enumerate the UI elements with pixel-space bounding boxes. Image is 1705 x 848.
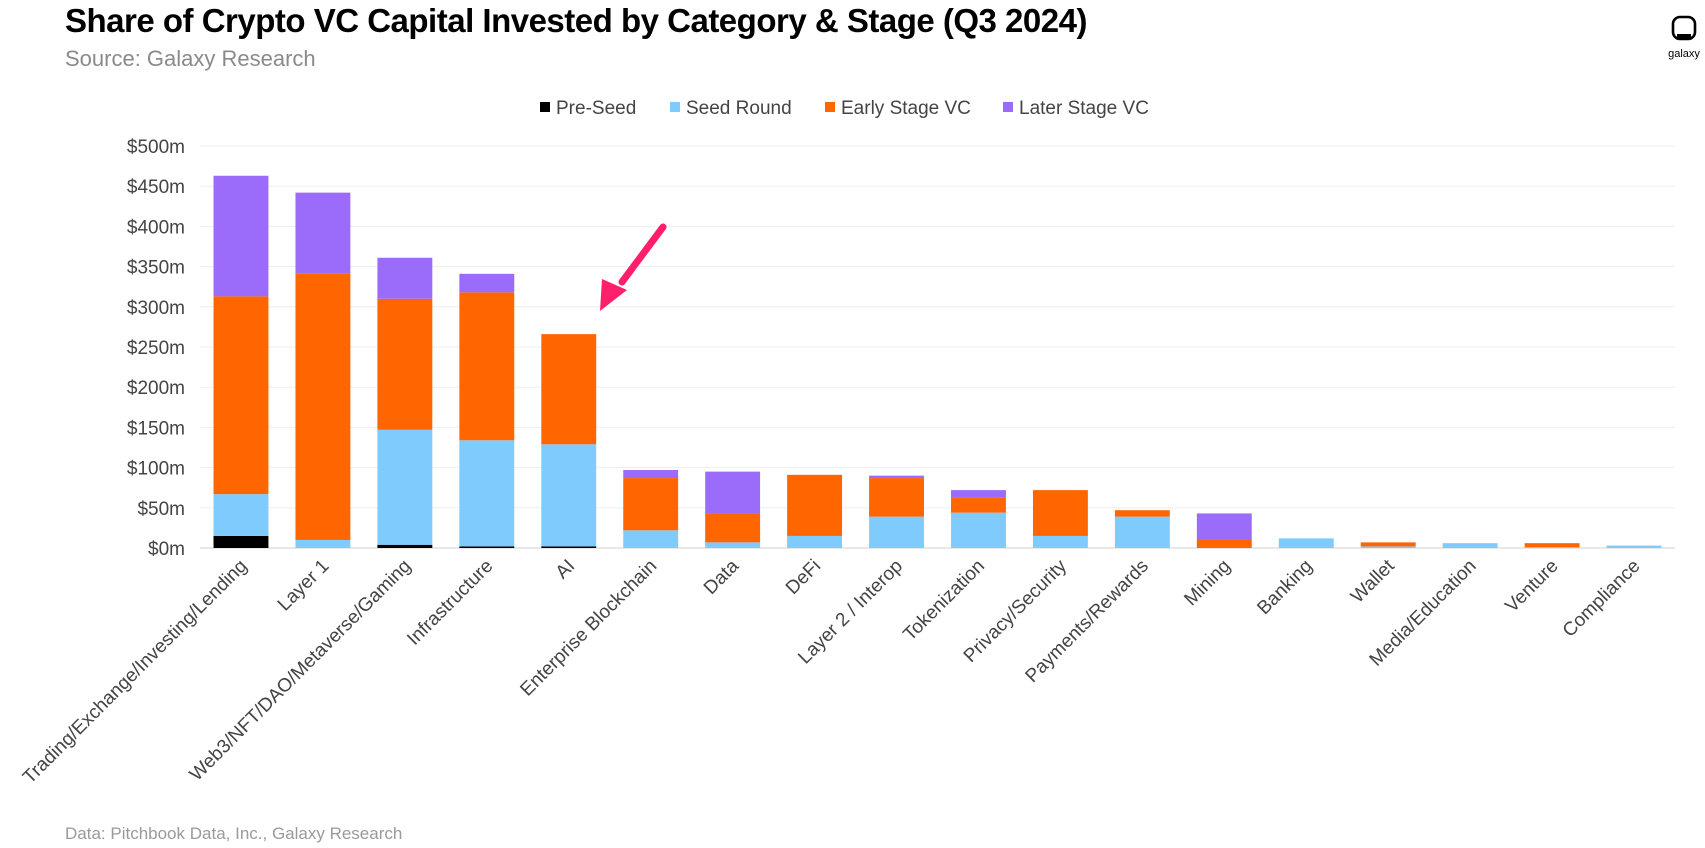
bar-segment — [705, 471, 761, 514]
bar-segment — [1442, 543, 1498, 548]
x-tick-label: Data — [700, 555, 744, 599]
x-tick-label: Layer 1 — [274, 556, 334, 616]
grid-lines — [200, 145, 1675, 549]
x-tick-label: Wallet — [1347, 555, 1399, 607]
y-tick-label: $400m — [127, 217, 185, 238]
bar-segment — [377, 257, 433, 299]
galaxy-logo: galaxy — [1662, 14, 1705, 60]
bar-segment — [459, 546, 515, 548]
galaxy-logo-icon — [1671, 15, 1697, 41]
bar-segment — [1606, 545, 1662, 548]
y-tick-label: $350m — [127, 258, 185, 279]
bar-segment — [541, 546, 597, 548]
bar-segment — [459, 273, 515, 293]
y-tick-label: $200m — [127, 378, 185, 399]
bar-segment — [951, 512, 1006, 548]
legend: Pre-Seed Seed Round Early Stage VC Later St… — [540, 98, 1149, 119]
bar-segment — [541, 334, 597, 445]
bar-segment — [951, 490, 1006, 498]
bar-segment — [951, 497, 1006, 513]
legend-label: Seed Round — [686, 98, 792, 119]
legend-swatch — [1003, 102, 1013, 112]
bar-segment — [705, 513, 761, 543]
x-axis: Trading/Exchange/Investing/Lending Layer … — [19, 555, 1645, 788]
bar-segment — [377, 544, 433, 548]
y-tick-label: $300m — [127, 298, 185, 319]
bar-segment — [787, 474, 843, 536]
page-subtitle: Source: Galaxy Research — [65, 46, 316, 71]
bar-segment — [1032, 490, 1088, 536]
bar-segment — [1114, 510, 1170, 517]
bar-segment — [869, 478, 924, 517]
bar-segment — [459, 292, 515, 441]
x-tick-label: Enterprise Blockchain — [516, 556, 661, 701]
bar-segment — [295, 539, 351, 548]
bar-segment — [213, 296, 269, 495]
bar-segment — [623, 470, 679, 479]
bar-segment — [377, 429, 433, 545]
y-tick-label: $100m — [127, 459, 185, 480]
page-title: Share of Crypto VC Capital Invested by C… — [65, 2, 1087, 39]
legend-label: Later Stage VC — [1019, 98, 1149, 119]
legend-swatch — [825, 102, 835, 112]
bar-segment — [295, 192, 351, 274]
bar-segment — [1524, 547, 1580, 548]
logo-text: galaxy — [1668, 48, 1700, 60]
x-tick-label: Venture — [1501, 556, 1562, 617]
y-tick-label: $450m — [127, 177, 185, 198]
x-tick-label: Tokenization — [899, 556, 989, 646]
bar-segment — [1032, 535, 1088, 548]
legend-label: Early Stage VC — [841, 98, 971, 119]
x-tick-label: Banking — [1253, 556, 1316, 619]
bar-segment — [623, 530, 679, 548]
legend-swatch — [540, 102, 550, 112]
bar-segment — [541, 444, 597, 547]
bar-segment — [213, 175, 269, 297]
bars — [213, 175, 1662, 548]
bar-segment — [787, 535, 843, 548]
x-tick-label: Infrastructure — [403, 556, 497, 650]
y-axis: $0m $50m $100m $150m $200m $250m $300m $350m $40… — [127, 137, 185, 560]
x-tick-label: DeFi — [782, 556, 825, 599]
bar-segment — [1278, 538, 1334, 548]
arrow-icon — [600, 223, 667, 311]
y-tick-label: $250m — [127, 338, 185, 359]
bar-segment — [213, 494, 269, 536]
bar-segment — [1196, 539, 1252, 548]
x-tick-label: AI — [552, 556, 580, 584]
legend-label: Pre-Seed — [556, 98, 636, 119]
bar-segment — [1114, 516, 1170, 548]
bar-segment — [459, 440, 515, 547]
bar-segment — [1524, 543, 1580, 548]
bar-segment — [1360, 542, 1416, 547]
y-tick-label: $50m — [137, 499, 185, 520]
y-tick-label: $150m — [127, 418, 185, 439]
bar-segment — [869, 475, 924, 479]
bar-segment — [705, 542, 761, 548]
y-tick-label: $0m — [148, 539, 185, 560]
bar-segment — [1196, 513, 1252, 540]
bar-segment — [295, 273, 351, 540]
bar-segment — [1360, 546, 1416, 548]
legend-swatch — [670, 102, 680, 112]
bar-segment — [869, 516, 924, 548]
y-tick-label: $500m — [127, 137, 185, 158]
x-tick-label: Compliance — [1559, 556, 1645, 642]
x-tick-label: Mining — [1180, 556, 1234, 610]
footer-note: Data: Pitchbook Data, Inc., Galaxy Resea… — [65, 824, 403, 843]
bar-segment — [213, 535, 269, 548]
bar-segment — [377, 298, 433, 430]
bar-segment — [623, 478, 679, 531]
